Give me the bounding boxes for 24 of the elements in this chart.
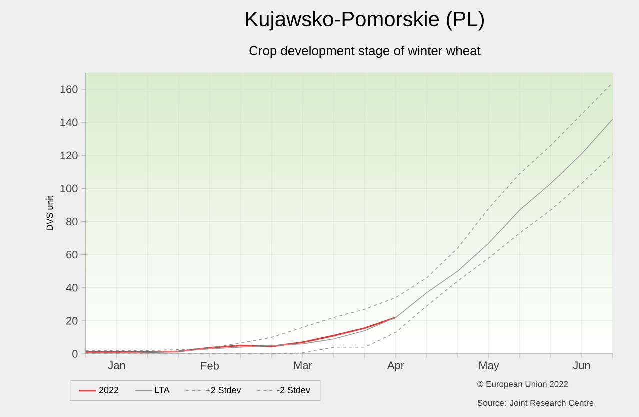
x-tick-label: Feb: [201, 362, 219, 370]
x-tick-label: Mar: [294, 362, 312, 370]
x-tick-label: May: [480, 362, 500, 372]
y-tick-label: 160: [60, 86, 78, 94]
chart-title: Kujawsko-Pomorskie (PL): [246, 11, 484, 31]
legend-label: -2 Stdev: [277, 386, 310, 394]
legend-label: 2022: [99, 387, 118, 394]
x-tick-label: Jun: [573, 362, 590, 370]
y-tick-label: 80: [66, 218, 78, 226]
y-tick-label: 120: [60, 152, 78, 160]
y-tick-label: 100: [60, 184, 78, 193]
y-tick-label: 40: [66, 284, 78, 292]
x-tick-label: Jan: [108, 362, 126, 370]
y-tick-label: 20: [66, 317, 78, 325]
chart-subtitle: Crop development stage of winter wheat: [250, 46, 481, 58]
y-tick-label: 60: [66, 250, 78, 259]
source-note: Source: Joint Research Centre: [478, 400, 594, 406]
y-tick-label: 0: [72, 350, 78, 358]
text: © European Union 2022: [478, 381, 568, 389]
y-axis-title: DVS unit: [46, 196, 54, 230]
legend-label: +2 Stdev: [206, 386, 242, 394]
y-tick-label: 140: [60, 118, 78, 126]
x-tick-label: Apr: [387, 362, 404, 372]
legend-label: LTA: [155, 387, 170, 394]
